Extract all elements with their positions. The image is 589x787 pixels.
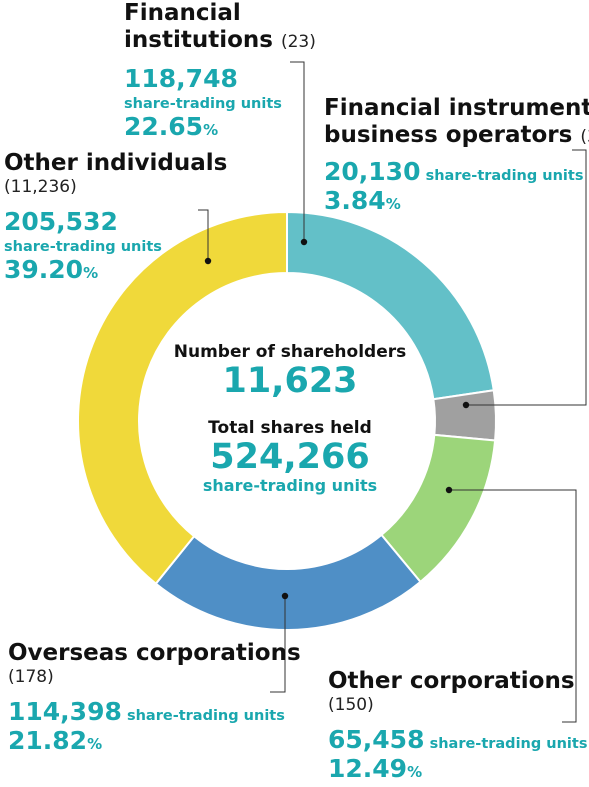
slice-units: 118,748 xyxy=(124,64,238,93)
slice-percent: 22.65 xyxy=(124,112,204,141)
slice-count: (36) xyxy=(580,127,589,147)
slice-name-line1: Financial instrument xyxy=(324,95,589,121)
leader-line-overseas-corporations xyxy=(270,596,286,693)
slice-other-individuals xyxy=(77,210,288,586)
slice-count: (150) xyxy=(328,695,374,715)
total-shares-value: 524,266 xyxy=(210,437,370,477)
label-other-corporations: Other corporations (150) 65,458 share-tr… xyxy=(328,668,587,783)
slice-units-label: share-trading units xyxy=(124,96,282,112)
leader-dot-financial-instrument-business-operators xyxy=(462,401,470,409)
donut-center: Number of shareholders 11,623 Total shar… xyxy=(150,342,430,495)
leader-line-financial-institutions xyxy=(290,61,305,242)
slice-units-label: share-trading units xyxy=(4,239,162,255)
slice-units-label: share-trading units xyxy=(429,736,588,752)
slice-name: Other individuals xyxy=(4,150,228,176)
slice-name: Overseas corporations xyxy=(8,640,301,666)
leader-dot-other-corporations xyxy=(445,486,453,494)
total-shares-label: Total shares held xyxy=(208,418,372,438)
shareholders-label: Number of shareholders xyxy=(173,342,407,362)
total-shares-units: share-trading units xyxy=(202,476,378,495)
slice-units-label: share-trading units xyxy=(126,708,285,724)
slice-count: (11,236) xyxy=(4,177,77,197)
slice-units: 65,458 xyxy=(328,725,425,754)
label-financial-institutions: Financial institutions (23) 118,748 shar… xyxy=(124,0,316,141)
slice-units: 205,532 xyxy=(4,207,118,236)
slice-percent: 3.84 xyxy=(324,186,386,215)
leader-lines xyxy=(198,61,587,723)
slice-name-line2: institutions (23) xyxy=(124,27,316,53)
leader-line-other-individuals xyxy=(198,209,209,261)
leader-line-other-corporations xyxy=(449,489,577,723)
slice-units: 20,130 xyxy=(324,157,421,186)
shareholders-value: 11,623 xyxy=(222,361,358,401)
slice-units: 114,398 xyxy=(8,697,122,726)
slice-percent: 39.20 xyxy=(4,255,84,284)
slice-percent: 21.82 xyxy=(8,726,88,755)
leader-dot-financial-institutions xyxy=(300,238,308,246)
slice-name-line2: business operators (36) xyxy=(324,122,589,151)
slice-name: Other corporations xyxy=(328,668,575,694)
leader-line-financial-instrument-business-operators xyxy=(466,149,587,406)
slice-count: (23) xyxy=(280,32,316,52)
percent-sign: % xyxy=(385,195,401,213)
label-financial-instrument-business-operators: Financial instrument business operators … xyxy=(324,95,589,215)
slice-percent: 12.49 xyxy=(328,754,408,783)
slice-units-label: share-trading units xyxy=(425,168,584,184)
label-overseas-corporations: Overseas corporations (178) 114,398 shar… xyxy=(8,640,301,755)
slice-financial-instrument-business-operators xyxy=(432,389,497,442)
donut-slices xyxy=(77,210,497,631)
leader-dot-other-individuals xyxy=(204,257,212,265)
label-other-individuals: Other individuals (11,236) 205,532 share… xyxy=(4,150,227,284)
percent-sign: % xyxy=(87,735,103,753)
percent-sign: % xyxy=(83,264,99,282)
slice-count: (178) xyxy=(8,667,54,687)
percent-sign: % xyxy=(407,763,423,781)
leader-dot-overseas-corporations xyxy=(281,592,289,600)
percent-sign: % xyxy=(203,121,219,139)
slice-overseas-corporations xyxy=(154,533,422,631)
slice-name-line1: Financial xyxy=(124,0,241,26)
